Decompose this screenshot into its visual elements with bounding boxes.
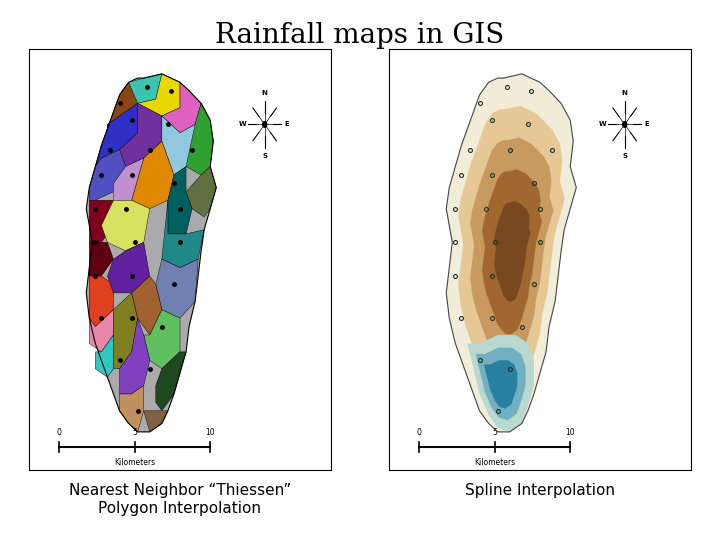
Text: Kilometers: Kilometers [474,458,516,468]
Polygon shape [132,141,174,208]
Text: 0: 0 [417,428,421,437]
Polygon shape [446,74,576,432]
Polygon shape [114,293,138,369]
Polygon shape [156,259,198,318]
Polygon shape [484,360,517,409]
Text: S: S [262,153,267,159]
Polygon shape [107,242,150,293]
Polygon shape [162,116,201,175]
Polygon shape [95,335,114,377]
Polygon shape [107,82,138,129]
Polygon shape [120,74,162,103]
Text: N: N [262,90,268,96]
Polygon shape [95,103,138,166]
Text: Kilometers: Kilometers [114,458,156,468]
Text: 5: 5 [132,428,137,437]
Polygon shape [120,318,150,394]
Text: S: S [622,153,627,159]
Text: 10: 10 [565,428,575,437]
Polygon shape [494,201,531,301]
Polygon shape [186,166,216,217]
Polygon shape [132,276,162,335]
Polygon shape [162,200,204,268]
Polygon shape [138,74,180,116]
Polygon shape [458,106,565,399]
Polygon shape [86,74,216,432]
Polygon shape [102,200,150,251]
Polygon shape [89,268,114,327]
Text: Rainfall maps in GIS: Rainfall maps in GIS [215,22,505,49]
Text: W: W [598,122,606,127]
Polygon shape [156,352,186,411]
Polygon shape [168,166,192,234]
Polygon shape [89,150,125,200]
Polygon shape [120,103,162,166]
Polygon shape [162,82,201,133]
Circle shape [623,122,626,127]
Text: Spline Interpolation: Spline Interpolation [465,483,615,498]
Text: Nearest Neighbor “Thiessen”
Polygon Interpolation: Nearest Neighbor “Thiessen” Polygon Inte… [69,483,291,516]
Polygon shape [89,310,114,352]
Text: 5: 5 [492,428,497,437]
Polygon shape [144,310,180,369]
Polygon shape [470,138,554,367]
Text: W: W [238,122,246,127]
Text: E: E [644,122,649,127]
Circle shape [263,122,266,127]
Polygon shape [482,170,542,334]
Text: 0: 0 [57,428,61,437]
Polygon shape [144,411,168,432]
Polygon shape [120,386,144,432]
Polygon shape [89,242,114,276]
Polygon shape [476,348,526,420]
Text: 10: 10 [205,428,215,437]
Polygon shape [89,200,114,242]
Text: N: N [622,90,628,96]
Polygon shape [114,158,144,200]
Polygon shape [467,335,534,432]
Polygon shape [186,103,213,175]
Text: E: E [284,122,289,127]
